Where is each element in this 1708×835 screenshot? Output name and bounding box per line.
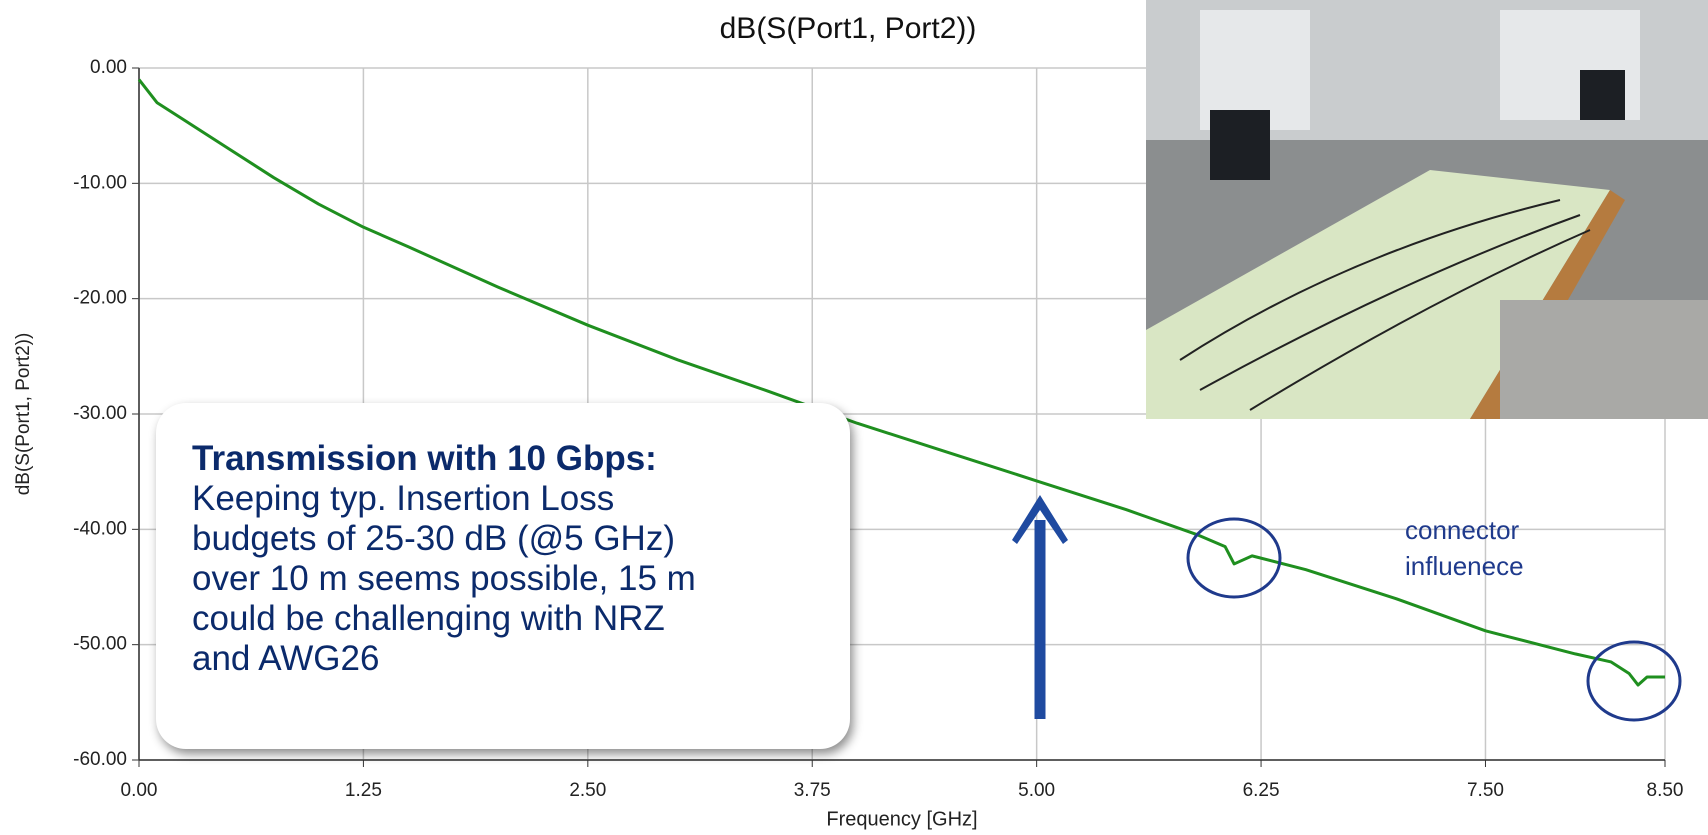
y-tick-label: -50.00 — [73, 634, 127, 655]
y-tick-label: -20.00 — [73, 288, 127, 309]
note-line: over 10 m seems possible, 15 m — [192, 559, 696, 598]
note-line: could be challenging with NRZ — [192, 599, 665, 638]
x-tick-label: 7.50 — [1467, 780, 1504, 801]
x-tick-label: 2.50 — [569, 780, 606, 801]
annotation-text: connector — [1405, 515, 1520, 545]
y-tick-label: 0.00 — [90, 57, 127, 78]
data-line — [137, 78, 1665, 687]
x-tick-label: 6.25 — [1243, 780, 1280, 801]
x-axis-label: Frequency [GHz] — [826, 808, 977, 830]
annotation-text: influenece — [1405, 551, 1524, 581]
x-tick-label: 0.00 — [121, 780, 158, 801]
x-tick-label: 3.75 — [794, 780, 831, 801]
y-tick-label: -60.00 — [73, 749, 127, 770]
y-tick-label: -40.00 — [73, 518, 127, 539]
y-axis-label: dB(S(Port1, Port2)) — [13, 333, 34, 496]
callouts: connector influenece — [1012, 495, 1682, 722]
chart-title: dB(S(Port1, Port2)) — [720, 12, 977, 45]
note-title: Transmission with 10 Gbps: — [192, 439, 657, 478]
note-body: Keeping typ. Insertion Loss budgets of 25… — [192, 479, 850, 679]
y-tick-label: -10.00 — [73, 172, 127, 193]
y-tick-label: -30.00 — [73, 403, 127, 424]
note-line: Keeping typ. Insertion Loss — [192, 479, 615, 518]
x-tick-label: 5.00 — [1018, 780, 1055, 801]
photo — [1146, 0, 1708, 419]
note-box: Transmission with 10 Gbps: Keeping typ. … — [156, 403, 850, 749]
note-line: budgets of 25-30 dB (@5 GHz) — [192, 519, 675, 558]
x-tick-label: 1.25 — [345, 780, 382, 801]
x-tick-label: 8.50 — [1647, 780, 1684, 801]
note-line: and AWG26 — [192, 639, 380, 678]
